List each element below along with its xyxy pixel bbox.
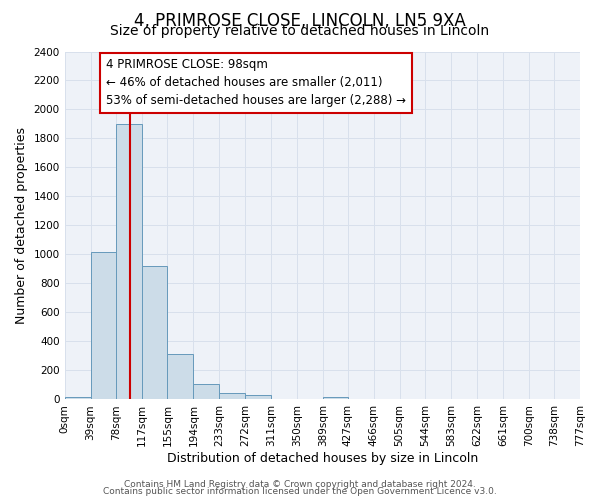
Text: 4, PRIMROSE CLOSE, LINCOLN, LN5 9XA: 4, PRIMROSE CLOSE, LINCOLN, LN5 9XA [134, 12, 466, 30]
Text: 4 PRIMROSE CLOSE: 98sqm
← 46% of detached houses are smaller (2,011)
53% of semi: 4 PRIMROSE CLOSE: 98sqm ← 46% of detache… [106, 58, 406, 108]
X-axis label: Distribution of detached houses by size in Lincoln: Distribution of detached houses by size … [167, 452, 478, 465]
Bar [193, 384, 219, 400]
Bar [167, 354, 193, 400]
Text: Contains public sector information licensed under the Open Government Licence v3: Contains public sector information licen… [103, 487, 497, 496]
Bar [142, 266, 167, 400]
Bar [65, 396, 91, 400]
Y-axis label: Number of detached properties: Number of detached properties [15, 127, 28, 324]
Bar [323, 396, 348, 400]
Text: Size of property relative to detached houses in Lincoln: Size of property relative to detached ho… [110, 24, 490, 38]
Bar [245, 395, 271, 400]
Bar [219, 393, 245, 400]
Text: Contains HM Land Registry data © Crown copyright and database right 2024.: Contains HM Land Registry data © Crown c… [124, 480, 476, 489]
Bar [116, 124, 142, 400]
Bar [91, 252, 116, 400]
